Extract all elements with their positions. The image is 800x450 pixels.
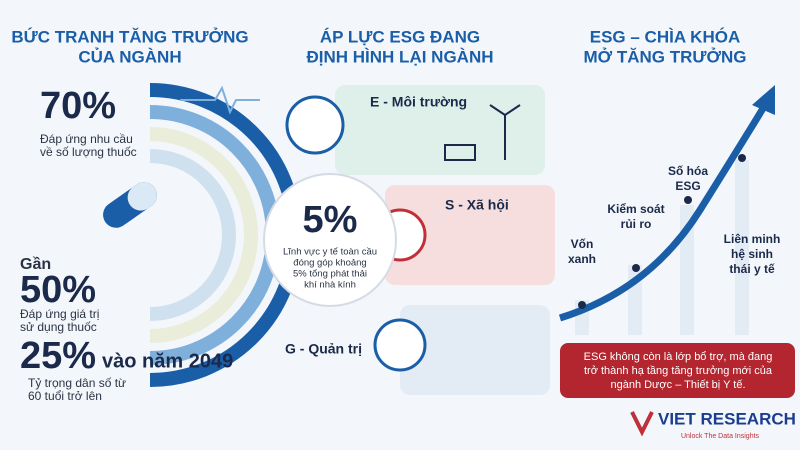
callout-box [560,343,795,398]
milestone-label: thái y tế [729,262,775,276]
brand-name: VIET RESEARCH [658,409,796,428]
stat-note: Tỷ trọng dân số từ [28,376,126,390]
card-g [400,305,550,395]
windmill-icon [444,104,521,161]
callout-text: ESG không còn là lớp bổ trợ, mà đang [584,351,773,363]
pill-icon [103,182,157,228]
stat-suffix: vào năm 2049 [102,350,233,372]
share-note: khí nhà kính [304,280,356,291]
pillar-label: E - Môi trường [370,94,467,110]
section-title: ÁP LỰC ESG ĐANG [320,27,480,46]
icon-g [373,318,427,372]
stat-note: Đáp ứng nhu cầu [40,132,133,146]
milestone-label: Kiểm soát [607,202,664,216]
arrow-head [752,85,775,115]
share-note: Lĩnh vực y tế toàn cầu [283,247,377,258]
section-title: MỞ TĂNG TRƯỞNG [583,47,746,66]
milestone-label: ESG [675,179,700,193]
stat-value: 50% [20,269,96,311]
milestone-dots [578,154,746,309]
milestone-label: Số hóa [668,164,708,178]
section-title: BỨC TRANH TĂNG TRƯỞNG [11,27,248,46]
stat-value: 70% [40,85,116,127]
callout-text: trở thành hạ tầng tăng trưởng mới của [584,365,773,377]
stat-note: sử dụng thuốc [20,320,97,334]
milestone-label: hệ sinh [731,247,773,261]
growth-arrow [558,103,769,322]
milestone-label: Vốn [571,237,594,251]
stat-prefix: Gần [20,256,51,273]
icon-e [285,95,345,155]
brand-tagline: Unlock The Data Insights [681,433,760,440]
pillar-label: S - Xã hội [445,197,509,213]
pillar-label: G - Quản trị [285,341,362,357]
share-circle [263,173,397,307]
card-s [385,185,555,285]
share-note: đóng góp khoảng [293,258,366,269]
milestone-label: xanh [568,252,596,266]
section-title: CỦA NGÀNH [78,47,181,66]
milestone-label: rủi ro [621,217,652,231]
pulse-line [180,85,260,115]
share-note: 5% tổng phát thải [293,269,367,280]
share-value: 5% [303,199,358,241]
logo-mark [630,411,654,437]
milestone-label: Liên minh [724,232,781,246]
section-title: ĐỊNH HÌNH LẠI NGÀNH [307,47,494,66]
bars [575,160,749,335]
stat-note: Đáp ứng giá trị [20,307,99,321]
stat-value: 25% [20,335,96,377]
stat-note: 60 tuổi trở lên [28,389,102,403]
section-title: ESG – CHÌA KHÓA [590,27,741,46]
stat-note: về số lượng thuốc [40,145,137,159]
callout-text: ngành Dược – Thiết bị Y tế. [610,379,745,391]
